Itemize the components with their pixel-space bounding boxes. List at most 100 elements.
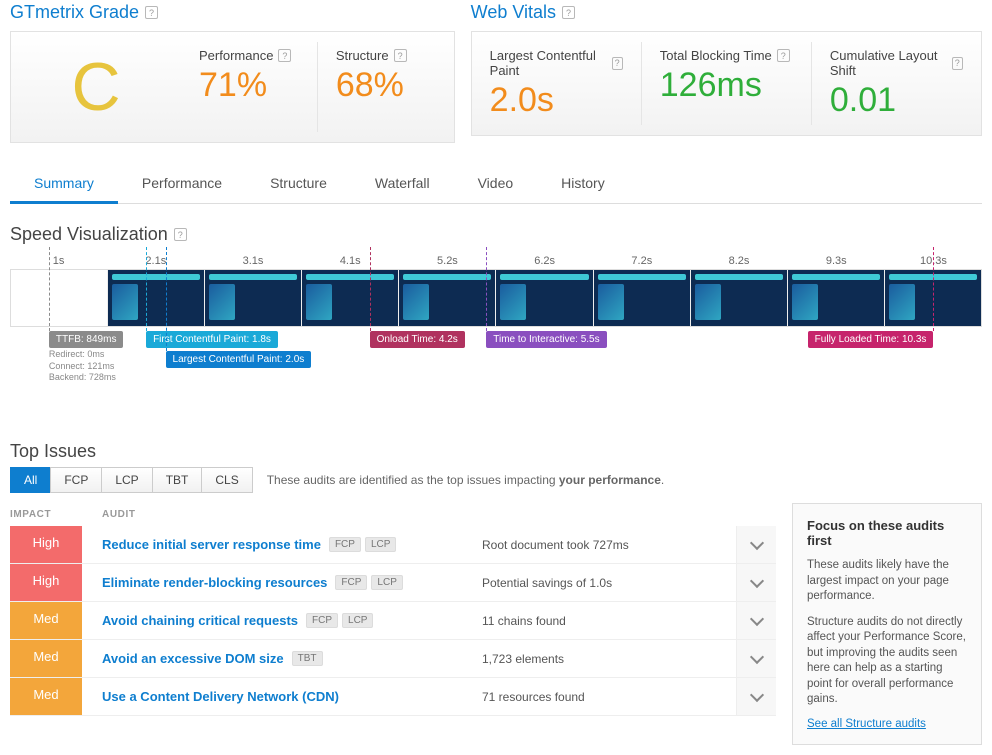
top-issues-heading: Top Issues	[10, 441, 982, 462]
vitals-title: Web Vitals ?	[471, 2, 982, 23]
top-metrics-row: GTmetrix Grade ? C Performance ? 71% Str…	[10, 2, 982, 143]
timing-markers: TTFB: 849ms Redirect: 0msConnect: 121msB…	[10, 331, 982, 391]
filmstrip-frame	[788, 270, 885, 326]
metric-label: Cumulative Layout Shift ?	[830, 48, 963, 78]
time-label: 1s	[10, 255, 107, 267]
audit-tag: LCP	[371, 575, 402, 590]
filmstrip-frame	[11, 270, 108, 326]
tab-history[interactable]: History	[537, 165, 629, 203]
marker-line	[166, 247, 167, 351]
marker-tag: Onload Time: 4.2s	[370, 331, 465, 348]
marker-tag: Largest Contentful Paint: 2.0s	[166, 351, 312, 368]
issue-row: High Eliminate render-blocking resources…	[10, 564, 776, 602]
audit-link[interactable]: Eliminate render-blocking resources	[82, 575, 327, 590]
expand-toggle[interactable]	[736, 640, 776, 677]
tab-performance[interactable]: Performance	[118, 165, 246, 203]
grade-panel: C Performance ? 71% Structure ? 68%	[10, 31, 455, 143]
marker-subtext: Redirect: 0msConnect: 121msBackend: 728m…	[49, 349, 116, 384]
audit-tag: FCP	[335, 575, 367, 590]
audit-link[interactable]: Reduce initial server response time	[82, 537, 321, 552]
see-structure-audits-link[interactable]: See all Structure audits	[807, 718, 926, 730]
filter-fcp[interactable]: FCP	[50, 467, 102, 493]
tab-structure[interactable]: Structure	[246, 165, 351, 203]
time-label: 4.1s	[302, 255, 399, 267]
metric-value: 68%	[336, 67, 436, 104]
help-icon[interactable]: ?	[278, 49, 291, 62]
audit-tag: LCP	[365, 537, 396, 552]
metric-cell: Performance ? 71%	[181, 42, 317, 132]
marker-tag: Fully Loaded Time: 10.3s	[808, 331, 934, 348]
filmstrip-container: 1s2.1s3.1s4.1s5.2s6.2s7.2s8.2s9.3s10.3s …	[10, 255, 982, 391]
tab-waterfall[interactable]: Waterfall	[351, 165, 454, 203]
vitals-section: Web Vitals ? Largest Contentful Paint ? …	[471, 2, 982, 143]
metric-cell: Structure ? 68%	[317, 42, 454, 132]
issue-filters: AllFCPLCPTBTCLS These audits are identif…	[10, 472, 982, 487]
metric-value: 71%	[199, 67, 299, 104]
impact-badge: Med	[10, 602, 82, 639]
expand-toggle[interactable]	[736, 678, 776, 715]
side-panel-p1: These audits likely have the largest imp…	[807, 558, 967, 605]
audit-tag: FCP	[306, 613, 338, 628]
audit-detail: 71 resources found	[482, 690, 736, 704]
filmstrip-frame	[691, 270, 788, 326]
metric-value: 126ms	[660, 67, 793, 104]
marker-line	[146, 247, 147, 331]
audit-detail: 1,723 elements	[482, 652, 736, 666]
metric-label: Performance ?	[199, 48, 299, 63]
audit-detail: Root document took 727ms	[482, 538, 736, 552]
help-icon[interactable]: ?	[612, 57, 623, 70]
audit-link[interactable]: Use a Content Delivery Network (CDN)	[82, 689, 339, 704]
audit-tag: TBT	[292, 651, 323, 666]
filter-cls[interactable]: CLS	[201, 467, 252, 493]
expand-toggle[interactable]	[736, 526, 776, 563]
audit-link[interactable]: Avoid chaining critical requests	[82, 613, 298, 628]
speed-viz-title: Speed Visualization	[10, 224, 168, 245]
tab-video[interactable]: Video	[454, 165, 538, 203]
chevron-down-icon	[749, 649, 763, 663]
audit-tag: FCP	[329, 537, 361, 552]
help-icon[interactable]: ?	[394, 49, 407, 62]
speed-viz-heading: Speed Visualization ?	[10, 224, 982, 245]
time-label: 3.1s	[204, 255, 301, 267]
filter-all[interactable]: All	[10, 467, 51, 493]
chevron-down-icon	[749, 687, 763, 701]
filmstrip	[10, 269, 982, 327]
grade-letter-cell: C	[11, 42, 181, 132]
help-icon[interactable]: ?	[145, 6, 158, 19]
chevron-down-icon	[749, 611, 763, 625]
audit-link[interactable]: Avoid an excessive DOM size	[82, 651, 284, 666]
header-audit: AUDIT	[88, 509, 776, 520]
help-icon[interactable]: ?	[777, 49, 790, 62]
metric-cell: Cumulative Layout Shift ? 0.01	[811, 42, 981, 125]
filmstrip-time-labels: 1s2.1s3.1s4.1s5.2s6.2s7.2s8.2s9.3s10.3s	[10, 255, 982, 267]
grade-title: GTmetrix Grade ?	[10, 2, 455, 23]
filter-tbt[interactable]: TBT	[152, 467, 203, 493]
marker-tag: TTFB: 849ms	[49, 331, 124, 348]
grade-title-text: GTmetrix Grade	[10, 2, 139, 23]
filter-note: These audits are identified as the top i…	[267, 473, 665, 487]
impact-badge: Med	[10, 678, 82, 715]
time-label: 6.2s	[496, 255, 593, 267]
help-icon[interactable]: ?	[562, 6, 575, 19]
side-panel-title: Focus on these audits first	[807, 518, 967, 548]
help-icon[interactable]: ?	[952, 57, 963, 70]
time-label: 7.2s	[593, 255, 690, 267]
expand-toggle[interactable]	[736, 564, 776, 601]
filter-lcp[interactable]: LCP	[101, 467, 152, 493]
tabs-bar: SummaryPerformanceStructureWaterfallVide…	[10, 165, 982, 204]
expand-toggle[interactable]	[736, 602, 776, 639]
issues-table-header: IMPACT AUDIT	[10, 503, 776, 526]
help-icon[interactable]: ?	[174, 228, 187, 241]
top-issues-title: Top Issues	[10, 441, 96, 462]
grade-letter: C	[71, 48, 120, 126]
metric-label: Total Blocking Time ?	[660, 48, 793, 63]
tab-summary[interactable]: Summary	[10, 165, 118, 204]
metric-label: Structure ?	[336, 48, 436, 63]
filmstrip-frame	[399, 270, 496, 326]
marker-line	[370, 247, 371, 331]
metric-cell: Total Blocking Time ? 126ms	[641, 42, 811, 125]
marker-line	[49, 247, 50, 331]
issue-row: Med Avoid chaining critical requests FCP…	[10, 602, 776, 640]
filmstrip-frame	[496, 270, 593, 326]
time-label: 2.1s	[107, 255, 204, 267]
